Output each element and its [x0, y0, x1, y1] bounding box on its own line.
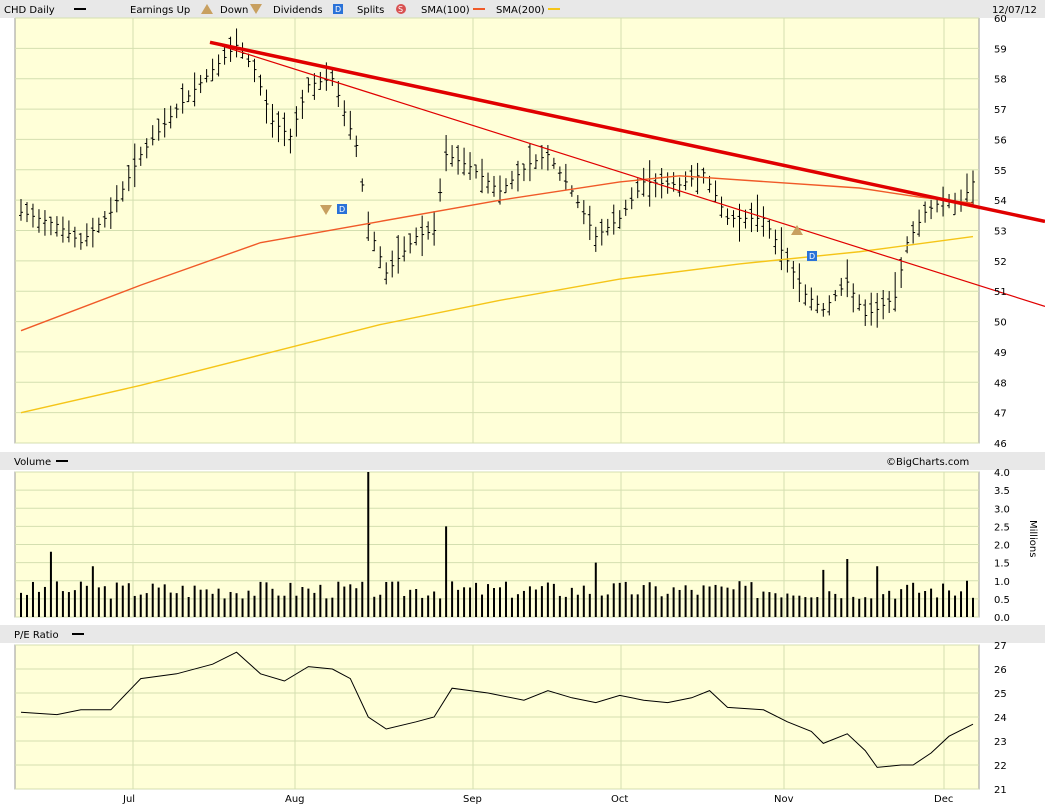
pe-tick-label: 25 — [994, 689, 1007, 700]
dividend-legend-letter: D — [335, 5, 341, 14]
price-tick-label: 56 — [994, 135, 1007, 146]
dividend-marker — [337, 204, 347, 214]
volume-tick-label: 3.5 — [994, 486, 1010, 497]
earnings-down-label: Down — [220, 5, 248, 16]
dividend-marker-letter: D — [809, 252, 815, 261]
price-tick-label: 46 — [994, 439, 1007, 450]
x-tick-label: Nov — [774, 794, 794, 805]
splits-label: Splits — [357, 5, 384, 16]
x-tick-label: Dec — [934, 794, 953, 805]
x-tick-label: Jul — [122, 794, 135, 805]
price-tick-label: 47 — [994, 409, 1007, 420]
price-tick-label: 54 — [994, 196, 1007, 207]
pe-legend-swatch — [72, 633, 84, 635]
earnings-down-icon — [250, 4, 262, 14]
price-tick-label: 57 — [994, 105, 1007, 116]
price-bars — [19, 28, 975, 617]
price-tick-label: 51 — [994, 287, 1007, 298]
trendline-thin — [209, 41, 1045, 307]
earnings-up-label: Earnings Up — [130, 5, 190, 16]
volume-tick-label: 1.0 — [994, 577, 1010, 588]
sma200-line — [20, 235, 974, 414]
pe-tick-label: 22 — [994, 761, 1007, 772]
dividend-legend-box — [333, 4, 343, 14]
price-tick-label: 50 — [994, 318, 1007, 329]
pe-title: P/E Ratio — [14, 630, 59, 641]
sma100-label: SMA(100) — [421, 5, 470, 16]
dividend-marker-letter: D — [339, 205, 345, 214]
split-legend-icon — [396, 4, 406, 14]
price-tick-label: 59 — [994, 44, 1007, 55]
pe-tick-label: 24 — [994, 713, 1007, 724]
volume-legend-swatch — [56, 460, 68, 462]
volume-tick-label: 3.0 — [994, 504, 1010, 515]
volume-tick-label: 1.5 — [994, 559, 1010, 570]
x-tick-label: Sep — [463, 794, 482, 805]
pe-tick-label: 21 — [994, 785, 1007, 796]
pe-tick-label: 26 — [994, 665, 1007, 676]
sma200-label: SMA(200) — [496, 5, 545, 16]
volume-title: Volume — [14, 457, 51, 468]
overlays: DD — [20, 40, 1045, 768]
split-legend-letter: S — [398, 5, 403, 14]
sma200-legend-swatch — [548, 8, 560, 10]
symbol-legend-swatch — [74, 8, 86, 10]
dividend-marker — [807, 251, 817, 261]
symbol-label: CHD Daily — [4, 5, 55, 16]
pe-tick-label: 27 — [994, 641, 1007, 652]
pe-header-bar — [0, 625, 1045, 643]
axes: 46 47 48 49 50 51 52 53 54 55 56 57 58 59 60 Jul Aug Sep O… — [122, 14, 1010, 805]
pe-tick-label: 23 — [994, 737, 1007, 748]
volume-tick-label: 2.5 — [994, 522, 1010, 533]
price-tick-label: 49 — [994, 348, 1007, 359]
sma100-line — [20, 175, 974, 332]
price-tick-label: 55 — [994, 166, 1007, 177]
price-tick-label: 48 — [994, 378, 1007, 389]
volume-tick-label: 4.0 — [994, 468, 1010, 479]
earnings-up-icon — [201, 4, 213, 14]
volume-tick-label: 2.0 — [994, 541, 1010, 552]
dividends-label: Dividends — [273, 5, 323, 16]
price-tick-label: 58 — [994, 75, 1007, 86]
volume-units-label: Millions — [1027, 520, 1038, 557]
earnings-up-marker — [791, 225, 803, 235]
earnings-down-marker — [320, 205, 332, 215]
price-tick-label: 52 — [994, 257, 1007, 268]
sma100-legend-swatch — [473, 8, 485, 10]
chart-date: 12/07/12 — [992, 5, 1037, 16]
grid — [15, 17, 979, 790]
pe-line — [20, 651, 974, 768]
price-tick-label: 60 — [994, 14, 1007, 25]
x-tick-label: Oct — [611, 794, 628, 805]
trendline-thick — [209, 40, 1045, 224]
volume-tick-label: 0.5 — [994, 595, 1010, 606]
volume-header-bar — [0, 452, 1045, 470]
x-tick-label: Aug — [285, 794, 305, 805]
volume-tick-label: 0.0 — [994, 613, 1010, 624]
chart-credit: ©BigCharts.com — [886, 457, 969, 468]
price-tick-label: 53 — [994, 227, 1007, 238]
